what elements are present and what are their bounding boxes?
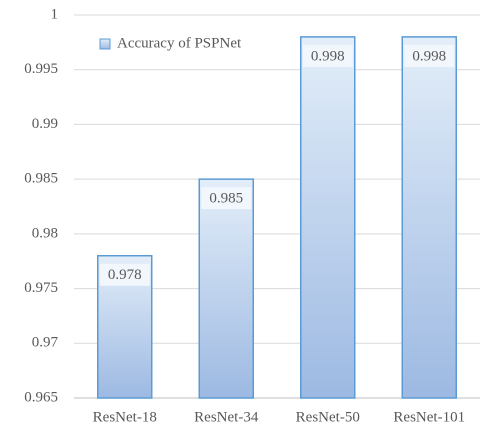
y-tick-label: 0.965	[24, 389, 58, 405]
x-tick-label: ResNet-34	[194, 409, 259, 425]
bar	[198, 178, 254, 399]
data-label-bg	[201, 187, 252, 210]
data-label: 0.998	[412, 48, 446, 64]
x-tick-label: ResNet-50	[296, 409, 360, 425]
y-tick-label: 0.98	[32, 225, 58, 241]
data-label: 0.978	[108, 267, 142, 283]
x-tick-label: ResNet-101	[393, 409, 465, 425]
y-tick-label: 0.995	[24, 61, 58, 77]
y-tick-label: 0.99	[32, 116, 58, 132]
data-label: 0.985	[209, 191, 243, 207]
legend-label: Accuracy of PSPNet	[117, 35, 242, 51]
data-label-bg	[404, 44, 455, 67]
y-tick-label: 0.975	[24, 280, 58, 296]
x-tick-label: ResNet-18	[93, 409, 157, 425]
y-tick-label: 0.985	[24, 171, 58, 187]
data-label: 0.998	[311, 48, 345, 64]
y-tick-label: 1	[51, 6, 59, 22]
data-label-bg	[302, 44, 353, 67]
data-label-bg	[99, 263, 150, 286]
bar	[300, 36, 356, 399]
bar	[401, 36, 457, 399]
y-tick-label: 0.97	[32, 335, 59, 351]
legend-swatch	[99, 38, 111, 50]
